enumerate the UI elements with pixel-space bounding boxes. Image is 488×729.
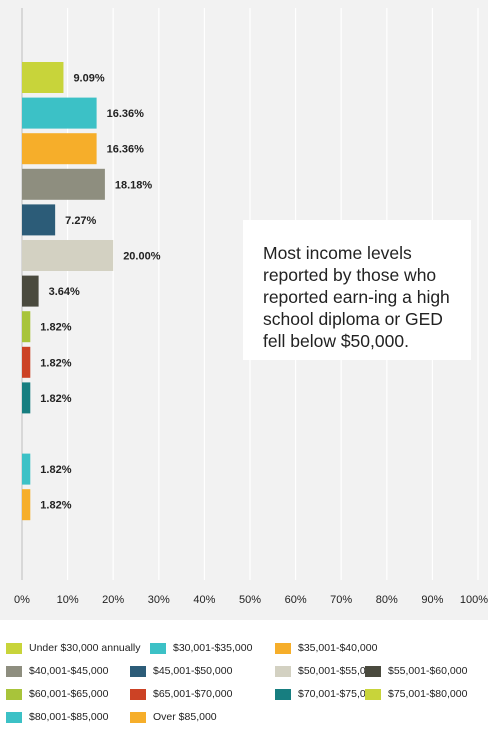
bar <box>22 489 31 521</box>
callout-box: Most income levels reported by those who… <box>243 220 471 360</box>
bar <box>22 275 39 307</box>
bar <box>22 382 31 414</box>
data-label: 16.36% <box>107 108 145 120</box>
legend-label: $65,001-$70,000 <box>153 688 233 700</box>
data-label: 3.64% <box>49 286 80 298</box>
x-tick-label: 60% <box>285 594 307 606</box>
legend-item: $75,001-$80,000 <box>365 687 467 701</box>
data-label: 20.00% <box>123 251 161 263</box>
data-label: 7.27% <box>65 215 96 227</box>
legend-item: $40,001-$45,000 <box>6 664 108 678</box>
bar <box>22 168 105 200</box>
legend-label: $80,001-$85,000 <box>29 711 109 723</box>
x-tick-label: 90% <box>421 594 443 606</box>
data-label: 16.36% <box>107 144 145 156</box>
legend-item: $50,001-$55,000 <box>275 664 377 678</box>
legend-swatch <box>275 688 291 700</box>
legend-item: $60,001-$65,000 <box>6 687 108 701</box>
x-tick-label: 50% <box>239 594 261 606</box>
legend-label: $55,001-$60,000 <box>388 665 468 677</box>
x-tick-label: 30% <box>148 594 170 606</box>
x-tick-label: 0% <box>14 594 30 606</box>
bar <box>22 453 31 485</box>
data-label: 1.82% <box>40 322 71 334</box>
legend-label: $30,001-$35,000 <box>173 642 253 654</box>
legend-swatch <box>130 688 146 700</box>
data-label: 1.82% <box>40 464 71 476</box>
callout-text: Most income levels reported by those who… <box>263 243 450 351</box>
x-tick-label: 100% <box>460 594 488 606</box>
data-label: 1.82% <box>40 393 71 405</box>
legend-item: Under $30,000 annually <box>6 641 141 655</box>
legend-label: $75,001-$80,000 <box>388 688 468 700</box>
legend-swatch <box>6 711 22 723</box>
legend: Under $30,000 annually $30,001-$35,000 $35… <box>0 636 488 729</box>
legend-swatch <box>275 665 291 677</box>
data-label: 1.82% <box>40 357 71 369</box>
legend-label: Over $85,000 <box>153 711 217 723</box>
legend-swatch <box>150 642 166 654</box>
data-label: 18.18% <box>115 179 153 191</box>
bar <box>22 240 114 271</box>
legend-swatch <box>6 642 22 654</box>
legend-swatch <box>130 665 146 677</box>
legend-item: Over $85,000 <box>130 710 217 724</box>
legend-label: $40,001-$45,000 <box>29 665 109 677</box>
bar <box>22 62 64 93</box>
legend-label: $50,001-$55,000 <box>298 665 378 677</box>
legend-item: $45,001-$50,000 <box>130 664 232 678</box>
legend-label: Under $30,000 annually <box>29 642 141 654</box>
bar <box>22 311 31 343</box>
bar <box>22 97 97 129</box>
data-label: 1.82% <box>40 500 71 512</box>
legend-item: $35,001-$40,000 <box>275 641 377 655</box>
bar <box>22 204 56 236</box>
legend-swatch <box>6 688 22 700</box>
x-tick-label: 20% <box>102 594 124 606</box>
legend-item: $30,001-$35,000 <box>150 641 252 655</box>
legend-label: $60,001-$65,000 <box>29 688 109 700</box>
legend-swatch <box>365 665 381 677</box>
x-tick-label: 70% <box>330 594 352 606</box>
legend-item: $65,001-$70,000 <box>130 687 232 701</box>
x-tick-label: 80% <box>376 594 398 606</box>
legend-item: $55,001-$60,000 <box>365 664 467 678</box>
bar <box>22 346 31 378</box>
legend-label: $45,001-$50,000 <box>153 665 233 677</box>
x-tick-label: 40% <box>193 594 215 606</box>
legend-swatch <box>365 688 381 700</box>
legend-swatch <box>6 665 22 677</box>
legend-swatch <box>275 642 291 654</box>
legend-item: $80,001-$85,000 <box>6 710 108 724</box>
legend-item: $70,001-$75,000 <box>275 687 377 701</box>
bar <box>22 133 97 165</box>
data-label: 9.09% <box>73 73 104 85</box>
legend-label: $35,001-$40,000 <box>298 642 378 654</box>
legend-swatch <box>130 711 146 723</box>
x-tick-label: 10% <box>57 594 79 606</box>
legend-label: $70,001-$75,000 <box>298 688 378 700</box>
